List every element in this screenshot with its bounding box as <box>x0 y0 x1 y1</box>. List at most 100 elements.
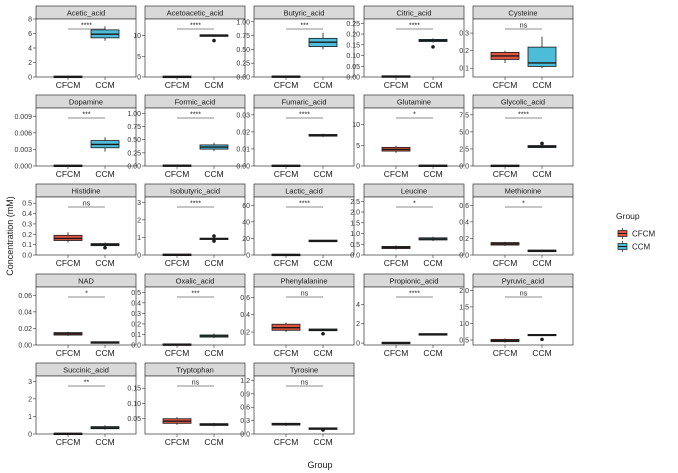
panel-pyruvic-acid: Pyruvic_acid 0.5 1.0 1.5 2.0 CFCM CCM ns <box>459 273 574 358</box>
y-tick-label: 2.5 <box>459 146 469 153</box>
box-ccm <box>418 333 448 336</box>
x-tick-label: CCM <box>313 348 332 358</box>
panel-title: Oxalic_acid <box>176 277 215 286</box>
y-tick-label: 1.0 <box>459 321 469 328</box>
panel-tryptophan: Tryptophan 0.05 0.10 0.15 CFCM CCM ns <box>127 362 246 447</box>
significance-label: **** <box>190 23 201 30</box>
significance-label: **** <box>81 23 92 30</box>
box-ccm <box>308 32 338 50</box>
y-tick-label: 5 <box>137 54 141 61</box>
significance-label: *** <box>82 112 90 119</box>
y-tick-label: 0.05 <box>346 64 360 71</box>
box-cfcm <box>490 50 520 63</box>
y-tick-label: 2 <box>137 217 141 224</box>
y-tick-label: 0.6 <box>240 295 250 302</box>
y-tick-label: 0.1 <box>131 332 141 339</box>
box-ccm <box>199 423 229 427</box>
y-tick-label: 0.04 <box>18 309 32 316</box>
box-cfcm <box>381 341 411 345</box>
y-tick-label: 0 <box>28 432 32 439</box>
panel-methionine: Methionine 0.0 0.2 0.4 0.6 CFCM CCM * <box>459 183 574 268</box>
x-tick-label: CCM <box>95 80 114 90</box>
x-tick-label: CCM <box>95 258 114 268</box>
significance-label: **** <box>299 201 310 208</box>
y-tick-label: 1.5 <box>459 304 469 311</box>
y-tick-label: 2.0 <box>459 288 469 295</box>
plot-area <box>253 286 355 346</box>
x-tick-label: CCM <box>532 258 551 268</box>
box-cfcm <box>271 164 301 168</box>
significance-label: **** <box>409 291 420 298</box>
box-ccm <box>90 242 120 250</box>
significance-label: *** <box>191 291 199 298</box>
x-tick-label: CFCM <box>165 80 190 90</box>
panel-title: Propionic_acid <box>389 277 438 286</box>
significance-label: ns <box>192 380 200 387</box>
panel-title: Pyruvic_acid <box>502 277 545 286</box>
y-tick-label: 3 <box>137 200 141 207</box>
y-tick-label: 0.50 <box>236 47 250 54</box>
box-ccm <box>90 425 120 430</box>
box-ccm <box>199 142 229 152</box>
significance-label: **** <box>190 112 201 119</box>
plot-area <box>144 18 246 78</box>
x-tick-label: CFCM <box>56 348 81 358</box>
panel-title: Cysteine <box>508 9 537 18</box>
y-tick-label: 2 <box>28 60 32 67</box>
y-tick-label: 0.4 <box>131 300 141 307</box>
y-tick-label: 0.9 <box>240 391 250 398</box>
x-tick-label: CFCM <box>384 169 409 179</box>
y-tick-label: 0.2 <box>459 48 469 55</box>
panel-title: Formic_acid <box>175 98 216 107</box>
panel-acetoacetic-acid: Acetoacetic_acid 0 5 10 CFCM CCM **** <box>133 5 246 90</box>
x-tick-label: CFCM <box>165 258 190 268</box>
box-cfcm <box>162 164 192 167</box>
outlier-point <box>212 234 216 238</box>
outlier-point <box>540 337 544 342</box>
y-tick-label: 0.3 <box>459 31 469 38</box>
y-tick-label: 1.5 <box>350 220 360 227</box>
box-ccm <box>199 333 229 339</box>
legend-label: CCM <box>632 243 651 252</box>
x-tick-label: CFCM <box>274 80 299 90</box>
y-tick-label: 1 <box>137 235 141 242</box>
panel-histidine: Histidine 0.0 0.1 0.2 0.3 0.4 0.5 CFCM CCM ns <box>22 183 137 268</box>
x-tick-label: CFCM <box>56 437 81 447</box>
y-tick-label: 0.4 <box>240 312 250 319</box>
y-tick-label: 0.0 <box>240 432 250 439</box>
panel-dopamine: Dopamine 0.000 0.003 0.006 0.009 CFCM CCM *** <box>14 94 137 179</box>
y-tick-label: 0.25 <box>236 61 250 68</box>
x-tick-label: CCM <box>95 348 114 358</box>
x-tick-label: CCM <box>204 258 223 268</box>
y-tick-label: 4 <box>356 302 360 309</box>
plot-area <box>144 196 246 256</box>
y-tick-label: 0.25 <box>346 21 360 28</box>
y-tick-label: 4 <box>28 46 32 53</box>
x-tick-label: CCM <box>313 169 332 179</box>
y-axis-title: Concentration (mM) <box>5 196 15 276</box>
box-ccm <box>90 137 120 152</box>
panel-title: Leucine <box>401 187 427 196</box>
box-ccm <box>199 34 229 43</box>
significance-label: ns <box>301 291 309 298</box>
panel-title: NAD <box>78 277 94 286</box>
panel-title: Lactic_acid <box>285 187 323 196</box>
y-tick-label: 0.5 <box>22 201 32 208</box>
y-tick-label: 0.3 <box>131 311 141 318</box>
legend-title: Group <box>616 211 640 221</box>
plot-area <box>253 375 355 435</box>
panel-title: Dopamine <box>69 98 103 107</box>
panel-cysteine: Cysteine 0.1 0.2 0.3 CFCM CCM ns <box>459 5 574 90</box>
box-cfcm <box>162 75 192 79</box>
x-tick-label: CFCM <box>56 169 81 179</box>
y-tick-label: 7.5 <box>459 112 469 119</box>
x-tick-label: CFCM <box>274 169 299 179</box>
y-tick-label: 0.02 <box>18 326 32 333</box>
y-tick-label: 0 <box>356 164 360 171</box>
x-tick-label: CFCM <box>384 80 409 90</box>
box-cfcm <box>53 331 83 336</box>
y-tick-label: 0.1 <box>22 242 32 249</box>
box-cfcm <box>271 322 301 333</box>
significance-label: * <box>413 112 416 119</box>
